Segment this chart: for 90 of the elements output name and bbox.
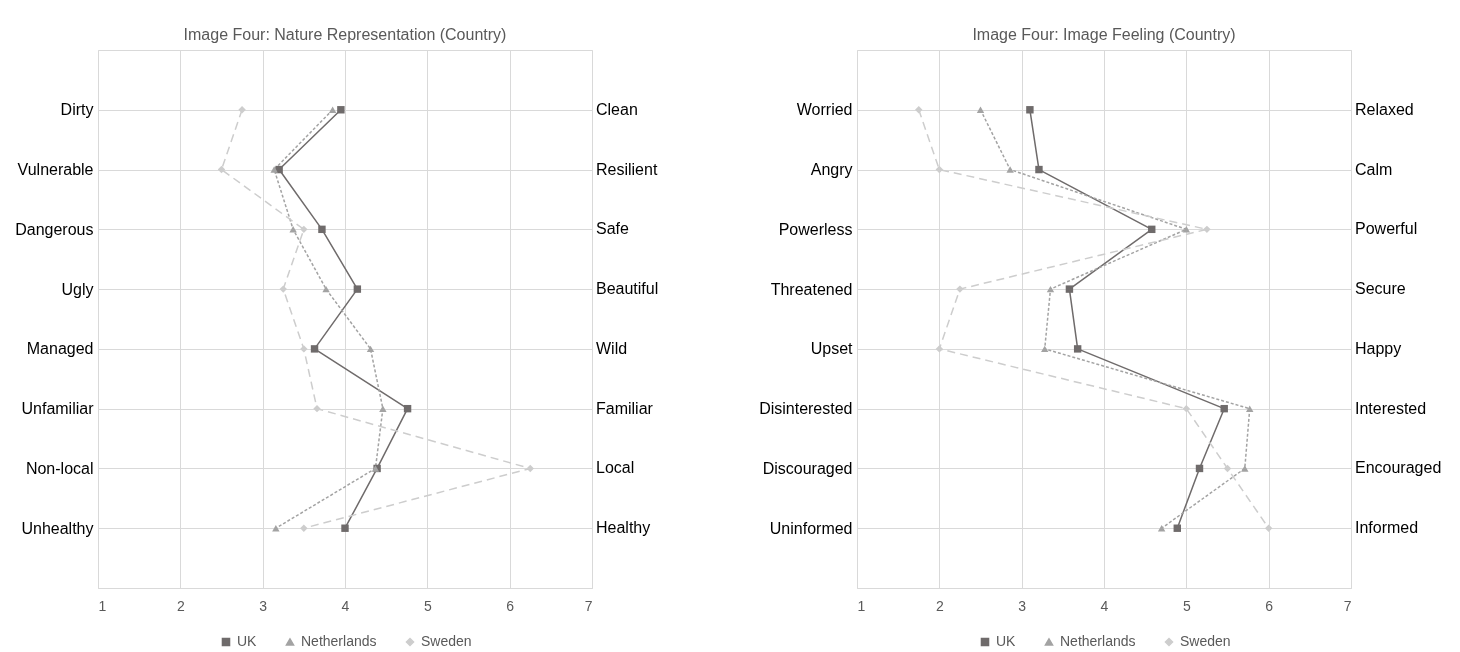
point bbox=[1220, 404, 1228, 413]
point bbox=[1264, 524, 1273, 532]
point bbox=[935, 345, 944, 353]
y-tick-label: Disinterested bbox=[759, 400, 853, 418]
y-tick-label: Unfamiliar bbox=[21, 400, 95, 418]
point bbox=[310, 345, 319, 353]
x-tick-label: 4 bbox=[1100, 597, 1109, 614]
point bbox=[1182, 404, 1191, 413]
point bbox=[1073, 345, 1082, 353]
y-tick-label: Non-local bbox=[25, 459, 94, 477]
point bbox=[366, 345, 375, 353]
point bbox=[300, 524, 308, 532]
point bbox=[1241, 465, 1249, 472]
x-tick-label: 4 bbox=[341, 597, 350, 614]
legend-label: Netherlands bbox=[301, 633, 377, 649]
chart-title: Image Four: Nature Representation (Country) bbox=[183, 26, 507, 43]
point bbox=[313, 404, 321, 413]
point bbox=[341, 524, 349, 532]
point bbox=[238, 106, 246, 114]
y2-tick-label: Safe bbox=[596, 220, 630, 238]
y2-tick-label: Secure bbox=[1355, 280, 1406, 298]
point bbox=[526, 464, 534, 473]
point bbox=[976, 106, 985, 113]
y2-tick-label: Calm bbox=[1355, 160, 1393, 178]
y2-tick-label: Happy bbox=[1355, 339, 1402, 357]
point bbox=[379, 405, 387, 412]
point bbox=[1046, 285, 1055, 293]
x-tick-label: 2 bbox=[935, 597, 944, 614]
legend-label: UK bbox=[237, 633, 258, 649]
y2-tick-label: Informed bbox=[1355, 519, 1419, 537]
point bbox=[328, 106, 337, 113]
y-tick-label: Ugly bbox=[61, 280, 94, 298]
y2-tick-label: Encouraged bbox=[1355, 459, 1442, 477]
y2-tick-label: Powerful bbox=[1355, 220, 1418, 238]
point bbox=[1006, 166, 1014, 173]
x-tick-label: 3 bbox=[259, 597, 268, 614]
legend-label: UK bbox=[996, 633, 1017, 649]
point bbox=[337, 106, 345, 114]
y-tick-label: Worried bbox=[796, 101, 853, 119]
y2-tick-label: Clean bbox=[596, 100, 638, 118]
point bbox=[1065, 285, 1074, 293]
y2-tick-label: Relaxed bbox=[1355, 100, 1414, 118]
y-tick-label: Discouraged bbox=[762, 459, 853, 477]
x-tick-label: 5 bbox=[1182, 597, 1191, 614]
legend-label: Sweden bbox=[1180, 633, 1231, 649]
point bbox=[353, 285, 362, 293]
legend-label: Sweden bbox=[421, 633, 472, 649]
y2-tick-label: Resilient bbox=[596, 160, 658, 178]
y-tick-label: Powerless bbox=[778, 220, 853, 238]
y2-tick-label: Familiar bbox=[596, 399, 654, 417]
x-tick-label: 1 bbox=[857, 597, 866, 614]
point bbox=[300, 225, 308, 234]
point bbox=[1246, 405, 1254, 412]
x-tick-label: 6 bbox=[506, 597, 515, 614]
point bbox=[1041, 345, 1049, 353]
point bbox=[1035, 165, 1043, 174]
y-tick-label: Dangerous bbox=[15, 220, 94, 238]
y-tick-label: Upset bbox=[810, 340, 854, 358]
point bbox=[1223, 464, 1232, 473]
x-tick-label: 1 bbox=[98, 597, 107, 614]
point bbox=[279, 285, 287, 293]
point bbox=[318, 225, 326, 234]
y2-tick-label: Beautiful bbox=[596, 280, 659, 298]
point bbox=[1203, 225, 1211, 234]
y2-tick-label: Wild bbox=[596, 339, 628, 357]
legend-label: Netherlands bbox=[1060, 633, 1136, 649]
y-tick-label: Vulnerable bbox=[17, 161, 94, 179]
chart-title: Image Four: Image Feeling (Country) bbox=[972, 26, 1236, 43]
x-tick-label: 6 bbox=[1265, 597, 1274, 614]
y-tick-label: Managed bbox=[26, 340, 94, 358]
y-tick-label: Uninformed bbox=[769, 519, 853, 537]
point bbox=[935, 165, 944, 174]
y-tick-label: Unhealthy bbox=[21, 519, 94, 537]
y-tick-label: Angry bbox=[810, 161, 853, 179]
y2-tick-label: Interested bbox=[1355, 399, 1427, 417]
x-tick-label: 2 bbox=[176, 597, 185, 614]
point bbox=[217, 165, 226, 174]
x-tick-label: 7 bbox=[1343, 597, 1352, 614]
x-tick-label: 7 bbox=[584, 597, 593, 614]
y2-tick-label: Local bbox=[596, 459, 635, 477]
y2-tick-label: Healthy bbox=[596, 519, 651, 537]
x-tick-label: 5 bbox=[423, 597, 432, 614]
point bbox=[289, 226, 297, 233]
x-tick-label: 3 bbox=[1018, 597, 1027, 614]
point bbox=[1026, 106, 1034, 114]
y-tick-label: Dirty bbox=[60, 101, 94, 119]
point bbox=[270, 166, 278, 173]
y-tick-label: Threatened bbox=[770, 280, 853, 298]
point bbox=[1182, 226, 1191, 233]
point bbox=[915, 106, 923, 114]
